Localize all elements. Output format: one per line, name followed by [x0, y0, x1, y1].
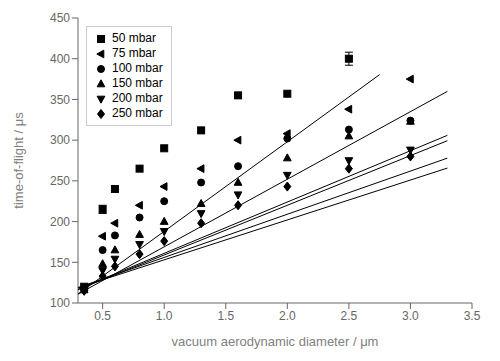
svg-text:3.5: 3.5 — [464, 309, 481, 323]
svg-text:1.0: 1.0 — [156, 309, 173, 323]
svg-text:time-of-flight / μs: time-of-flight / μs — [11, 112, 26, 209]
html-text:150 mbar: 150 mbar — [112, 76, 163, 90]
html-text:200 mbar: 200 mbar — [112, 91, 163, 105]
html-text:100 mbar: 100 mbar — [112, 61, 163, 75]
html-text:250 mbar: 250 mbar — [112, 106, 163, 120]
svg-text:400: 400 — [50, 52, 70, 66]
html-text:75 mbar: 75 mbar — [112, 46, 156, 60]
html-text:50 mbar: 50 mbar — [112, 31, 156, 45]
svg-text:200: 200 — [50, 215, 70, 229]
svg-text:1.5: 1.5 — [217, 309, 234, 323]
svg-text:100: 100 — [50, 296, 70, 310]
svg-text:2.0: 2.0 — [279, 309, 296, 323]
svg-text:150: 150 — [50, 256, 70, 270]
svg-text:300: 300 — [50, 133, 70, 147]
svg-text:350: 350 — [50, 93, 70, 107]
svg-text:450: 450 — [50, 11, 70, 25]
svg-text:250: 250 — [50, 174, 70, 188]
svg-text:3.0: 3.0 — [402, 309, 419, 323]
svg-text:2.5: 2.5 — [341, 309, 358, 323]
svg-text:vacuum aerodynamic diameter /: vacuum aerodynamic diameter / μm — [172, 334, 379, 349]
svg-text:0.5: 0.5 — [94, 309, 111, 323]
